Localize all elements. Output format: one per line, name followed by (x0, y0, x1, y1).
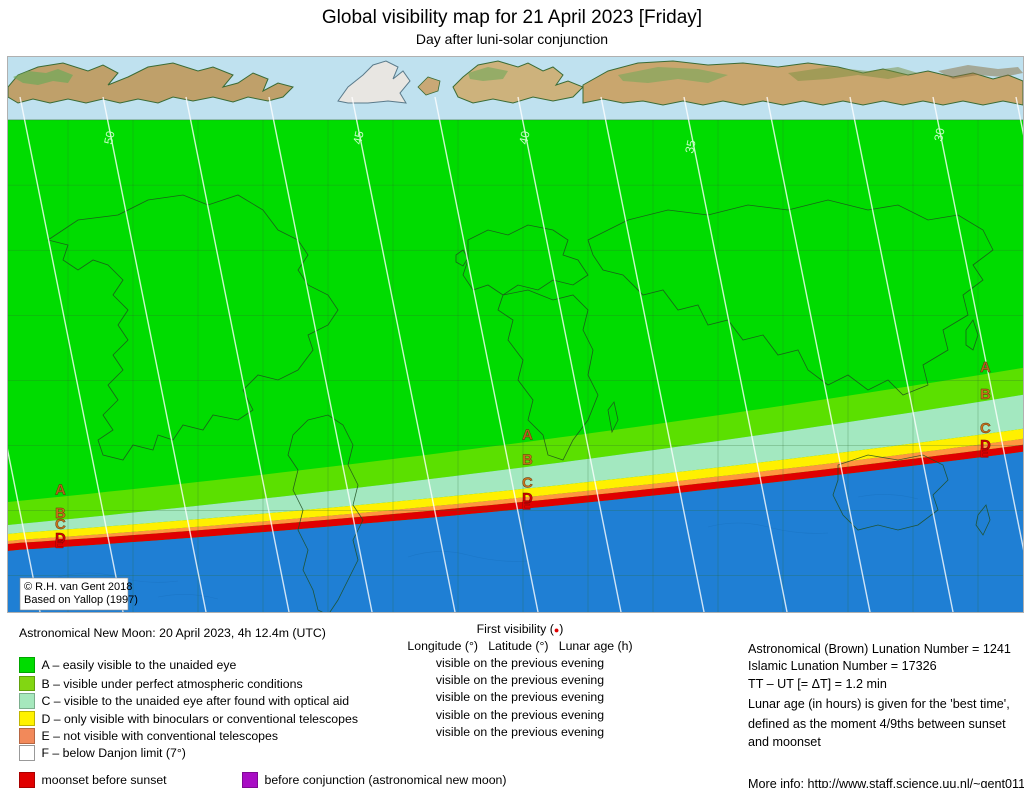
svg-text:© R.H. van Gent 2018: © R.H. van Gent 2018 (24, 581, 132, 593)
svg-text:E: E (522, 497, 531, 512)
svg-text:C: C (522, 474, 533, 491)
svg-text:B: B (980, 386, 991, 403)
svg-text:B: B (522, 452, 533, 469)
svg-text:E: E (55, 536, 64, 551)
svg-text:E: E (980, 446, 989, 461)
svg-text:A: A (522, 427, 533, 444)
svg-text:Based on Yallop (1997): Based on Yallop (1997) (24, 594, 138, 606)
svg-text:C: C (980, 420, 991, 437)
svg-text:A: A (980, 359, 991, 376)
svg-text:A: A (55, 482, 66, 499)
